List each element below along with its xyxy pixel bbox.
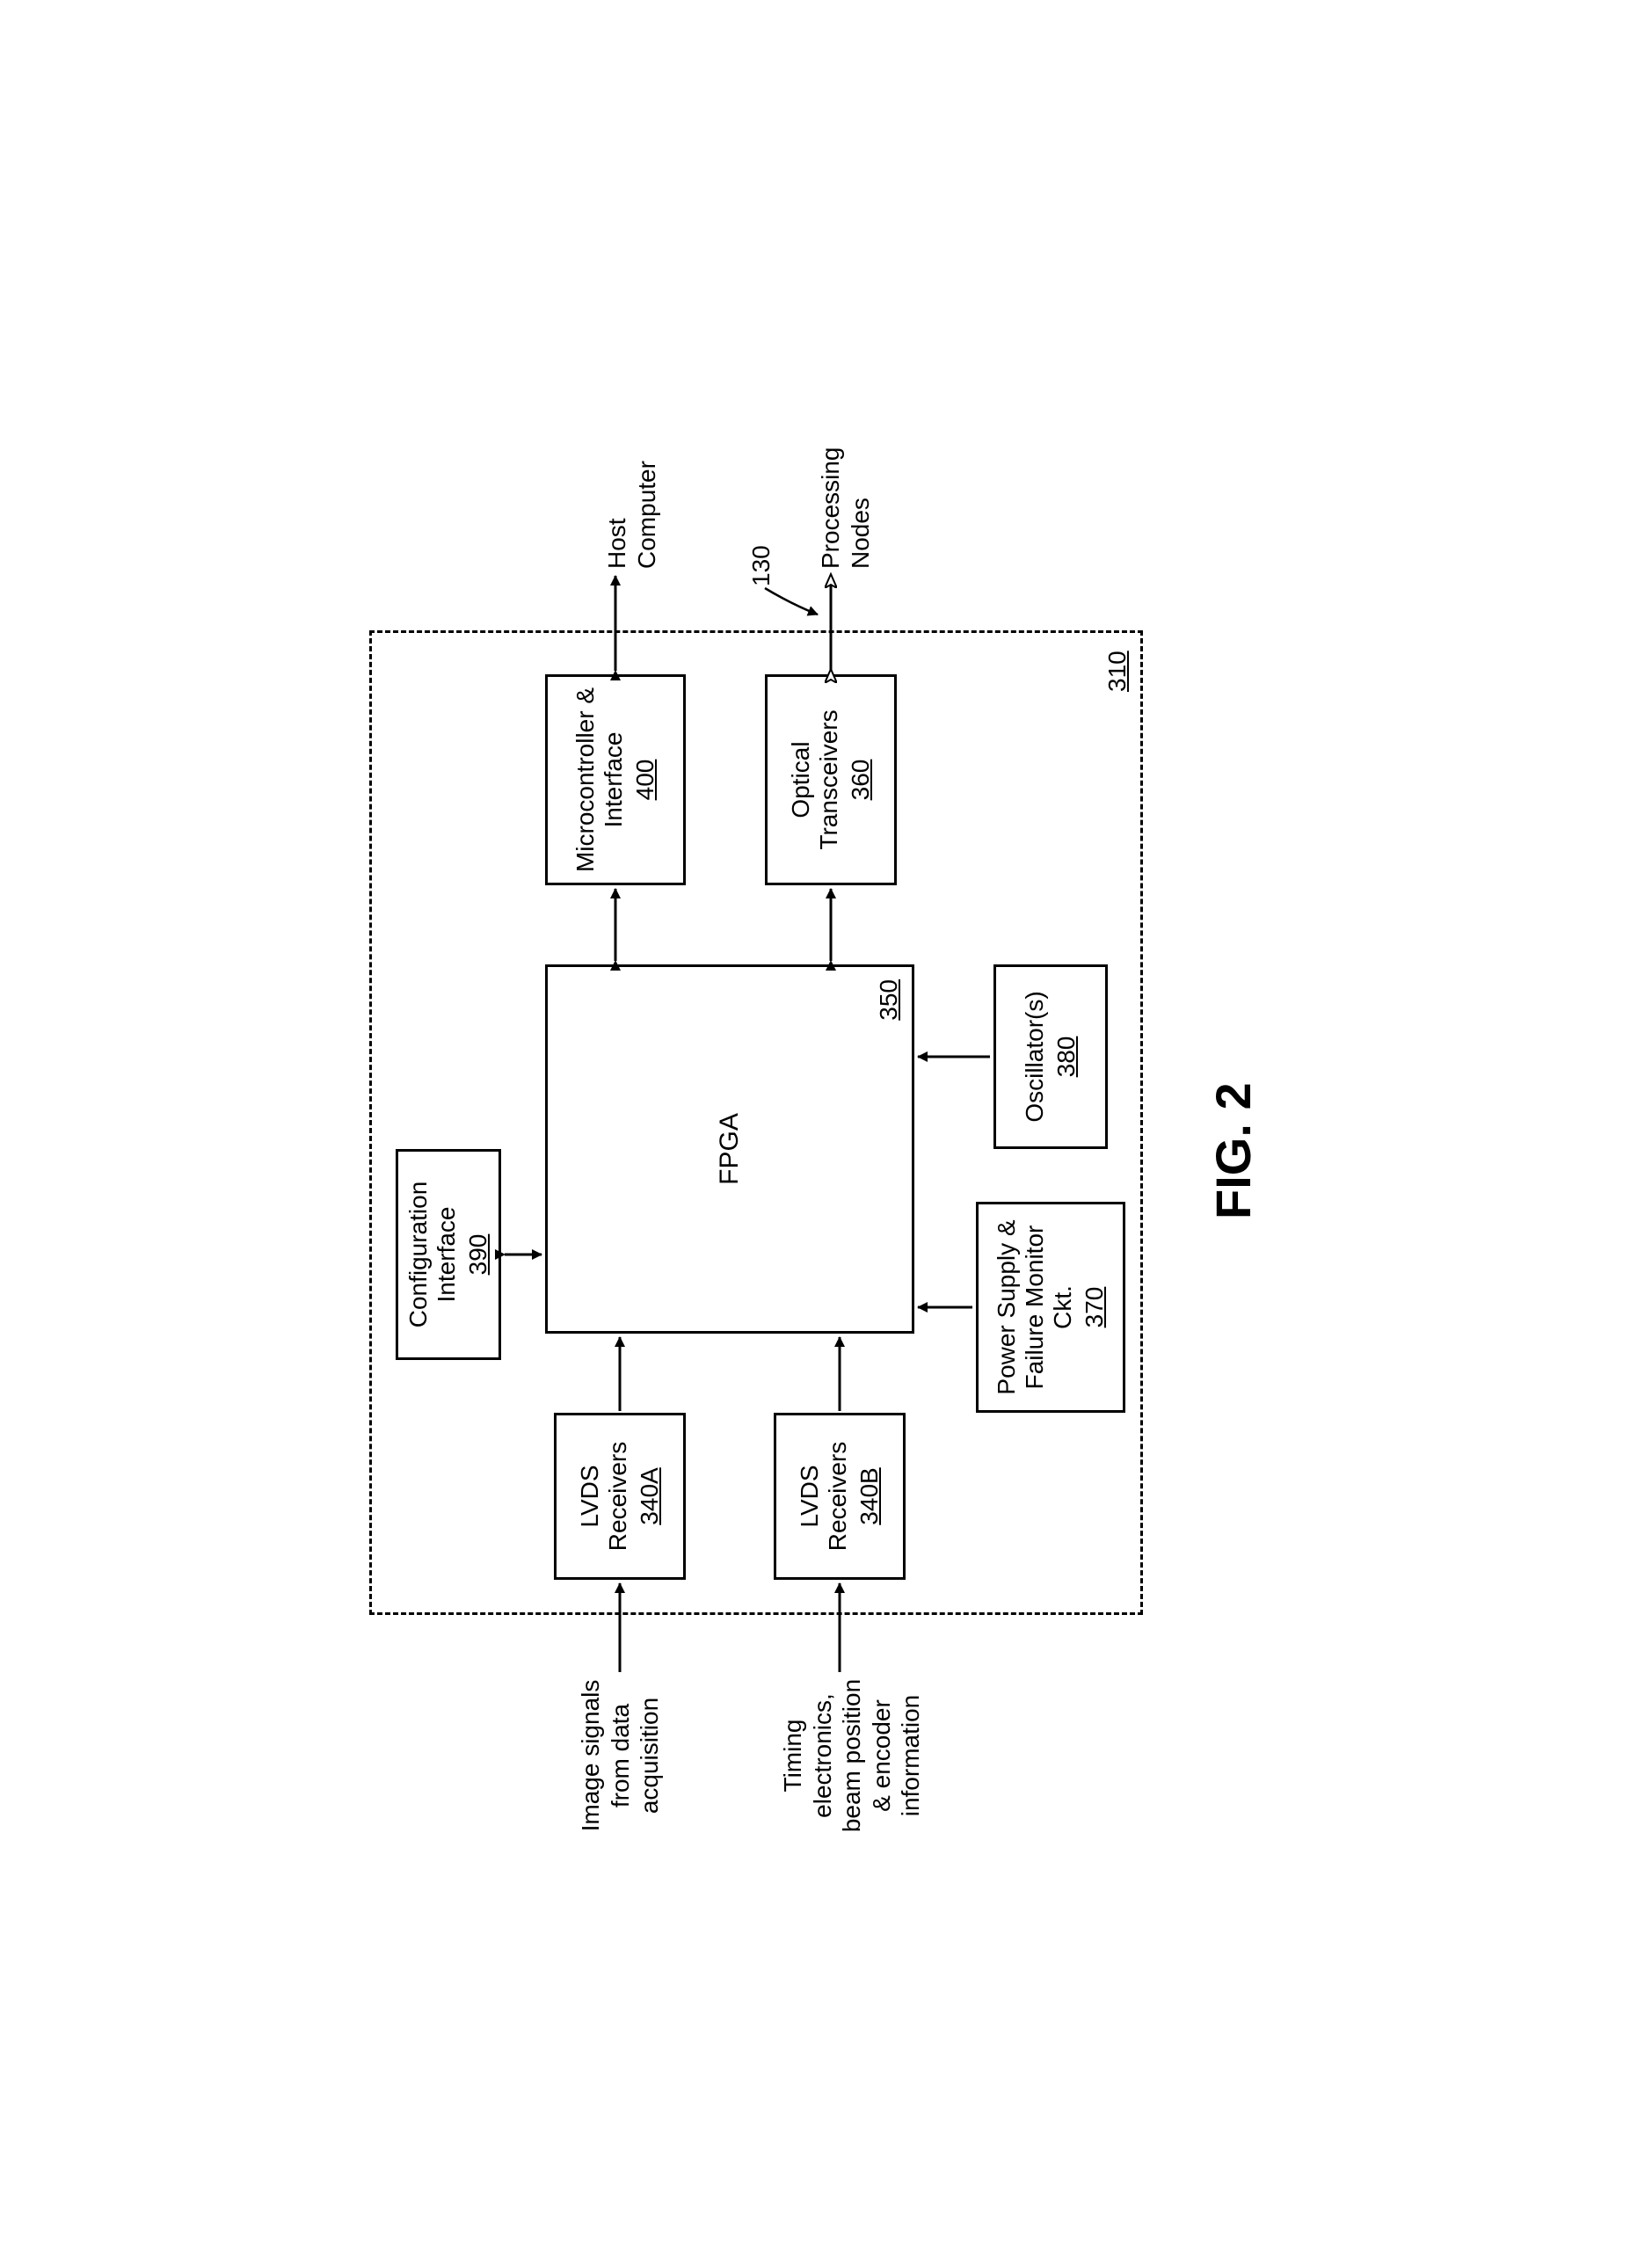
ext-label-proc: Processing Nodes bbox=[816, 393, 875, 569]
block-ref: 350 bbox=[875, 979, 903, 1021]
diagram-canvas: 310 Configuration Interface 390 LVDS Rec… bbox=[299, 428, 1354, 1835]
block-mcu: Microcontroller & Interface 400 bbox=[545, 674, 686, 885]
block-label: Power Supply & Failure Monitor Ckt. bbox=[992, 1210, 1077, 1405]
block-label: Oscillator(s) bbox=[1020, 991, 1048, 1122]
block-lvds-a: LVDS Receivers 340A bbox=[554, 1413, 686, 1580]
callout-130: 130 bbox=[747, 545, 775, 586]
block-label: FPGA bbox=[714, 1113, 745, 1185]
ext-label-img-signals: Image signals from data acquisition bbox=[576, 1676, 665, 1835]
block-ref: 340B bbox=[855, 1467, 884, 1524]
block-label: Optical Transceivers bbox=[786, 682, 842, 877]
block-ref: 360 bbox=[847, 759, 875, 800]
block-label: Microcontroller & Interface bbox=[571, 682, 627, 877]
block-osc: Oscillator(s) 380 bbox=[993, 964, 1108, 1149]
block-optical: Optical Transceivers 360 bbox=[765, 674, 897, 885]
figure-label: FIG. 2 bbox=[1204, 1082, 1262, 1219]
block-label: LVDS Receivers bbox=[795, 1421, 851, 1572]
block-psu: Power Supply & Failure Monitor Ckt. 370 bbox=[976, 1202, 1125, 1413]
block-ref: 400 bbox=[631, 759, 659, 800]
block-ref: 340A bbox=[636, 1467, 664, 1524]
ext-label-timing: Timing electronics, beam position & enco… bbox=[778, 1676, 926, 1835]
block-ref: 390 bbox=[464, 1233, 492, 1275]
block-label: Configuration Interface bbox=[404, 1157, 460, 1352]
ext-label-host: Host Computer bbox=[602, 411, 661, 569]
block-config-interface: Configuration Interface 390 bbox=[396, 1149, 501, 1360]
block-fpga: FPGA 350 bbox=[545, 964, 914, 1334]
block-label: LVDS Receivers bbox=[575, 1421, 631, 1572]
board-ref: 310 bbox=[1103, 651, 1132, 692]
block-ref: 380 bbox=[1052, 1036, 1081, 1077]
block-lvds-b: LVDS Receivers 340B bbox=[774, 1413, 906, 1580]
block-ref: 370 bbox=[1081, 1286, 1109, 1327]
